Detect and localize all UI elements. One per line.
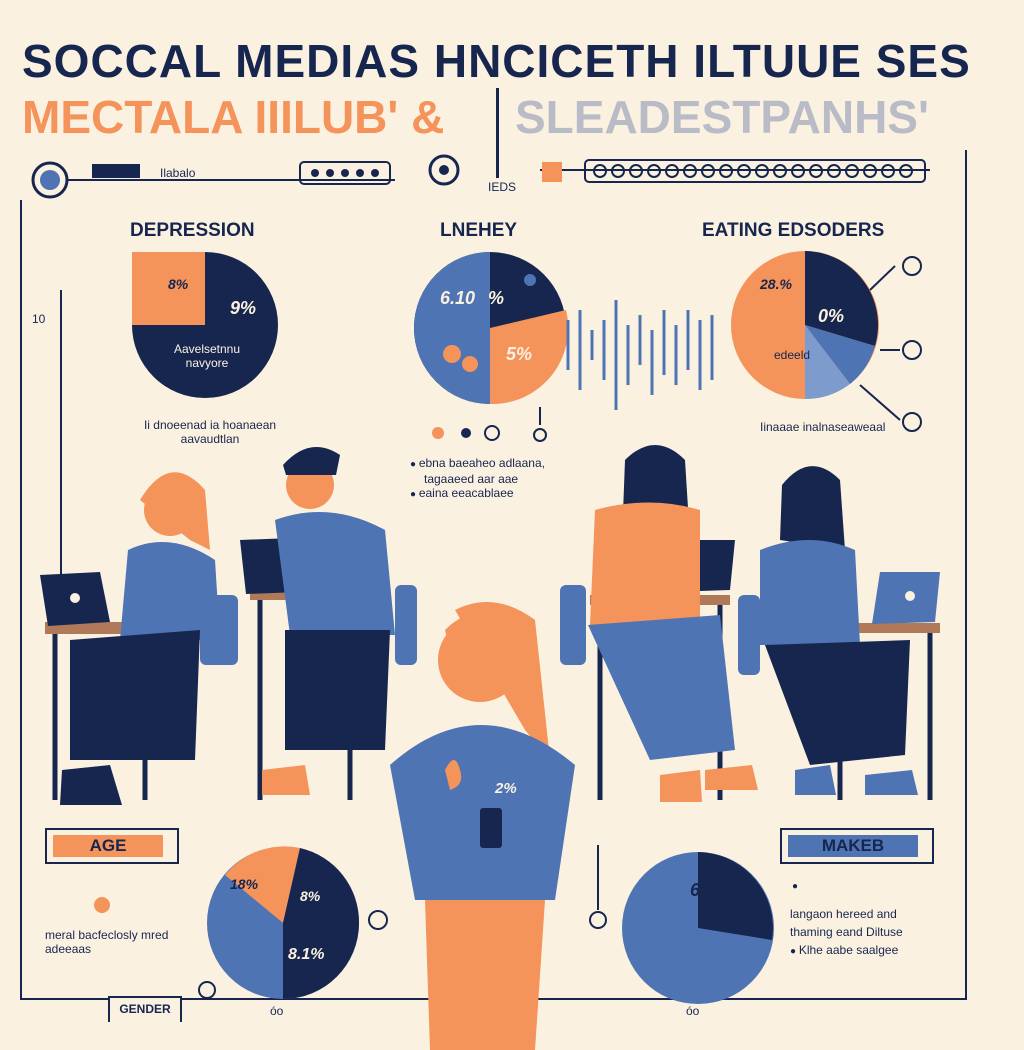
eating-footer: Iinaaae inalnaseaweaal bbox=[760, 420, 886, 434]
bottom-mark-a: óo bbox=[270, 1004, 284, 1018]
makeb-note-list: langaon hereed and thaming eand Diltuse … bbox=[790, 905, 903, 961]
gender-tag: GENDER bbox=[108, 996, 182, 1022]
title-divider bbox=[496, 88, 499, 178]
note-1: ● ebna baeaheo adlaana, bbox=[410, 456, 545, 470]
makeb-note-1: langaon hereed and bbox=[790, 907, 897, 921]
makeb-tag: MAKEB bbox=[780, 828, 934, 864]
makeb-note-2: thaming eand Diltuse bbox=[790, 925, 903, 939]
frame-right bbox=[965, 150, 967, 1000]
age-pct-c: 8.1% bbox=[288, 946, 325, 963]
figure-badge: 2% bbox=[495, 780, 517, 797]
depression-pie bbox=[132, 252, 278, 398]
makeb-notes: ● bbox=[792, 881, 799, 892]
eye-icon bbox=[428, 154, 460, 186]
left-axis-line bbox=[60, 290, 62, 610]
loneliness-pie bbox=[414, 252, 569, 405]
loneliness-pct-b: % bbox=[488, 288, 505, 308]
loneliness-pct-a: 6.10 bbox=[440, 288, 476, 308]
loneliness-pct-c: 5% bbox=[506, 344, 533, 364]
depression-footer: Ii dnoeenad ia hoanaean aavaudtlan bbox=[143, 418, 277, 446]
eating-pct-b: 0% bbox=[818, 306, 845, 326]
eating-connectors bbox=[859, 256, 922, 432]
age-pct-a: 18% bbox=[230, 876, 259, 892]
makeb-note-3: ● Klhe aabe saalgee bbox=[790, 943, 899, 957]
age-tag-label: AGE bbox=[53, 835, 163, 857]
eating-pct-a: 28.% bbox=[760, 276, 792, 292]
age-tag: AGE bbox=[45, 828, 179, 864]
frame-left bbox=[20, 200, 22, 1000]
students-scene bbox=[40, 445, 940, 805]
title-line-2-right: SLEADESTPANHS' bbox=[515, 91, 929, 143]
loneliness-notes: ● ebna baeaheo adlaana, tagaaeed aar aae… bbox=[410, 456, 545, 502]
age-pct-b: 8% bbox=[300, 888, 321, 904]
eating-title: EATING EDSODERS bbox=[702, 220, 885, 241]
title-line-1: SOCCAL MEDIAS HNCICETH ILTUUE SES bbox=[22, 35, 971, 87]
makeb-tag-label: MAKEB bbox=[788, 835, 918, 857]
age-caption: meral bacfeclosly mred adeeaas bbox=[45, 928, 169, 956]
top-bar-label: Ilabalo bbox=[160, 166, 196, 180]
makeb-pie bbox=[622, 852, 774, 1004]
loneliness-title: LNEHEY bbox=[440, 220, 518, 241]
top-mid-label: IEDS bbox=[488, 180, 517, 194]
depression-title: DEPRESSION bbox=[130, 220, 255, 241]
gender-tag-label: GENDER bbox=[119, 1002, 171, 1016]
bottom-mark-b: óo bbox=[686, 1004, 700, 1018]
depression-pct-b: 9% bbox=[230, 298, 257, 318]
depression-caption: Aavelsetnnu navyore bbox=[173, 342, 241, 370]
left-axis-mark: 10 bbox=[32, 312, 46, 326]
center-figure bbox=[390, 602, 575, 1050]
depression-pct-a: 8% bbox=[168, 276, 189, 292]
age-pie bbox=[207, 846, 360, 999]
loneliness-icons bbox=[432, 407, 547, 442]
waveform bbox=[566, 300, 714, 410]
top-bar-graphics bbox=[31, 154, 930, 199]
title-line-2-left: MECTALA IIILUB' & bbox=[22, 91, 445, 143]
note-2: tagaaeed aar aae bbox=[424, 472, 519, 486]
infographic: SOCCAL MEDIAS HNCICETH ILTUUE SES MECTAL… bbox=[20, 35, 971, 1050]
age-connectors bbox=[94, 897, 388, 999]
makeb-pct: 6% bbox=[690, 880, 717, 900]
eating-caption: edeeld bbox=[774, 348, 811, 362]
note-3: ● eaina eeacablaee bbox=[410, 486, 514, 500]
globe-icon-inner bbox=[40, 170, 60, 190]
makeb-connectors bbox=[589, 845, 607, 929]
eating-pie bbox=[731, 251, 879, 400]
